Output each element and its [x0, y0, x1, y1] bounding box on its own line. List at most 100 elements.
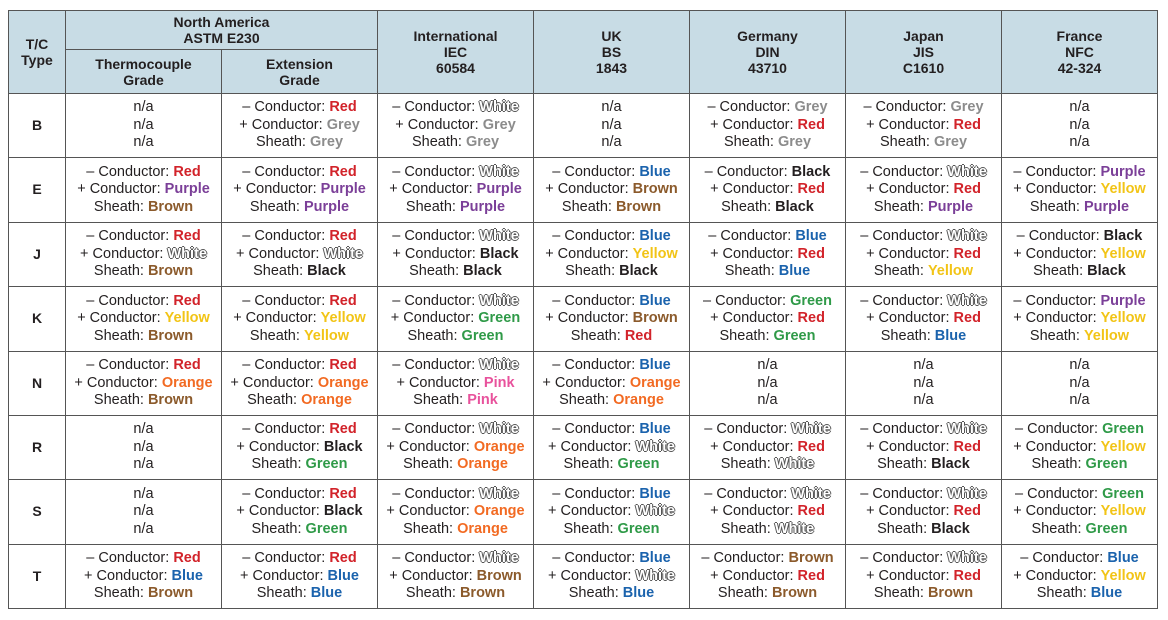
cell-line: Sheath: Brown	[66, 585, 221, 603]
wire-label: + Conductor:	[77, 310, 161, 327]
not-available: n/a	[133, 485, 154, 502]
wire-label: + Conductor:	[866, 181, 950, 198]
not-available: n/a	[133, 456, 154, 473]
cell-line: – Conductor: White	[846, 486, 1001, 504]
not-available: n/a	[913, 374, 934, 391]
wire-label: – Conductor:	[392, 292, 476, 309]
wire-color: Blue	[327, 567, 359, 584]
cell-line: + Conductor: Black	[222, 439, 377, 457]
cell-line: – Conductor: Red	[222, 486, 377, 504]
wire-label: Sheath:	[249, 327, 300, 344]
cell-line: Sheath: Grey	[378, 134, 533, 152]
wire-color: Brown	[147, 263, 194, 280]
wire-color: Red	[329, 163, 357, 180]
wire-label: Sheath:	[249, 198, 300, 215]
color-cell: – Conductor: White + Conductor: Red Sheath…	[689, 414, 846, 481]
wire-label: + Conductor:	[233, 310, 317, 327]
not-available: n/a	[133, 438, 154, 455]
wire-label: + Conductor:	[866, 567, 950, 584]
type-cell: N	[8, 350, 66, 416]
sub-header: Thermocouple Grade	[65, 49, 222, 94]
wire-color: White	[479, 292, 519, 309]
cell-line: Sheath: Yellow	[846, 263, 1001, 281]
wire-label: Sheath:	[1036, 585, 1087, 602]
wire-label: + Conductor:	[386, 503, 470, 520]
not-available: n/a	[757, 374, 778, 391]
wire-label: – Conductor:	[242, 163, 326, 180]
wire-color: Yellow	[632, 245, 678, 262]
cell-line: Sheath: Purple	[846, 199, 1001, 217]
wire-label: Sheath:	[403, 456, 454, 473]
wire-color: Yellow	[1100, 310, 1146, 327]
wire-color: White	[947, 485, 987, 502]
header-line: ASTM E230	[183, 30, 260, 46]
cell-line: – Conductor: Green	[1002, 486, 1157, 504]
wire-color: Pink	[467, 392, 498, 408]
cell-line: – Conductor: White	[846, 164, 1001, 182]
wire-color: Brown	[771, 585, 818, 602]
cell-line: – Conductor: Blue	[534, 164, 689, 182]
color-cell: – Conductor: White + Conductor: Pink Sheat…	[377, 350, 534, 416]
wire-label: Sheath:	[879, 134, 930, 151]
wire-color: Green	[1085, 520, 1128, 537]
cell-line: + Conductor: Red	[846, 439, 1001, 457]
wire-color: Black	[463, 263, 502, 280]
wire-label: + Conductor:	[389, 181, 473, 198]
cell-line: n/a	[66, 456, 221, 474]
wire-color: Yellow	[1100, 503, 1146, 520]
wire-label: – Conductor:	[1013, 292, 1097, 309]
wire-color: Green	[461, 327, 504, 344]
cell-line: – Conductor: Red	[66, 228, 221, 246]
color-cell: – Conductor: Red + Conductor: White Sheath…	[65, 221, 222, 288]
cell-line: + Conductor: Red	[690, 439, 845, 457]
not-available: n/a	[133, 421, 154, 438]
wire-label: – Conductor:	[860, 421, 944, 438]
color-cell: n/a n/a n/a	[689, 350, 846, 416]
color-cell: – Conductor: Blue + Conductor: White Sheat…	[533, 543, 690, 610]
cell-line: Sheath: Pink	[378, 392, 533, 410]
wire-color: White	[791, 485, 831, 502]
wire-color: Pink	[483, 374, 515, 391]
wire-color: Brown	[459, 585, 506, 602]
type-cell: R	[8, 414, 66, 481]
wire-label: Sheath:	[253, 263, 304, 280]
wire-label: Sheath:	[568, 585, 619, 602]
wire-label: Sheath:	[873, 198, 924, 215]
color-cell: – Conductor: Blue + Conductor: Yellow Shea…	[533, 221, 690, 288]
wire-label: + Conductor:	[395, 116, 479, 133]
wire-color: Black	[1103, 228, 1143, 245]
not-available: n/a	[1069, 134, 1090, 151]
color-cell: – Conductor: White + Conductor: Red Sheath…	[845, 157, 1002, 223]
wire-color: Red	[953, 310, 981, 327]
type-cell: T	[8, 543, 66, 610]
cell-line: + Conductor: Yellow	[534, 246, 689, 264]
wire-label: Sheath:	[563, 520, 614, 537]
cell-line: Sheath: Orange	[222, 392, 377, 410]
header-row: Thermocouple Grade Extension Grade	[9, 49, 1158, 94]
color-cell: – Conductor: Red + Conductor: Yellow Sheat…	[221, 286, 378, 352]
wire-label: Sheath:	[255, 134, 306, 151]
color-cell: n/a n/a n/a	[65, 479, 222, 545]
wire-color: White	[479, 99, 519, 116]
wire-label: Sheath:	[721, 198, 772, 215]
wire-color: Grey	[326, 116, 360, 133]
wire-label: Sheath:	[1029, 327, 1080, 344]
cell-line: n/a	[534, 99, 689, 117]
wire-color: Red	[329, 485, 357, 502]
cell-line: – Conductor: White	[846, 550, 1001, 568]
wire-color: Green	[305, 456, 348, 473]
not-available: n/a	[757, 392, 778, 408]
wire-color: Brown	[615, 198, 662, 215]
header-row: T/C Type North America ASTM E230 Internation…	[8, 10, 1158, 94]
wire-color: Red	[173, 550, 201, 567]
color-cell: – Conductor: Blue + Conductor: White Sheat…	[533, 414, 690, 481]
cell-line: n/a	[1002, 357, 1157, 375]
wire-color: Black	[479, 245, 519, 262]
wire-color: Black	[323, 438, 363, 455]
cell-line: + Conductor: Yellow	[66, 310, 221, 328]
header-line: Thermocouple	[95, 55, 192, 72]
wire-color: Red	[953, 245, 981, 262]
wire-label: – Conductor:	[860, 550, 944, 567]
cell-line: + Conductor: Red	[690, 246, 845, 264]
color-cell: – Conductor: White + Conductor: Black Shea…	[377, 221, 534, 288]
